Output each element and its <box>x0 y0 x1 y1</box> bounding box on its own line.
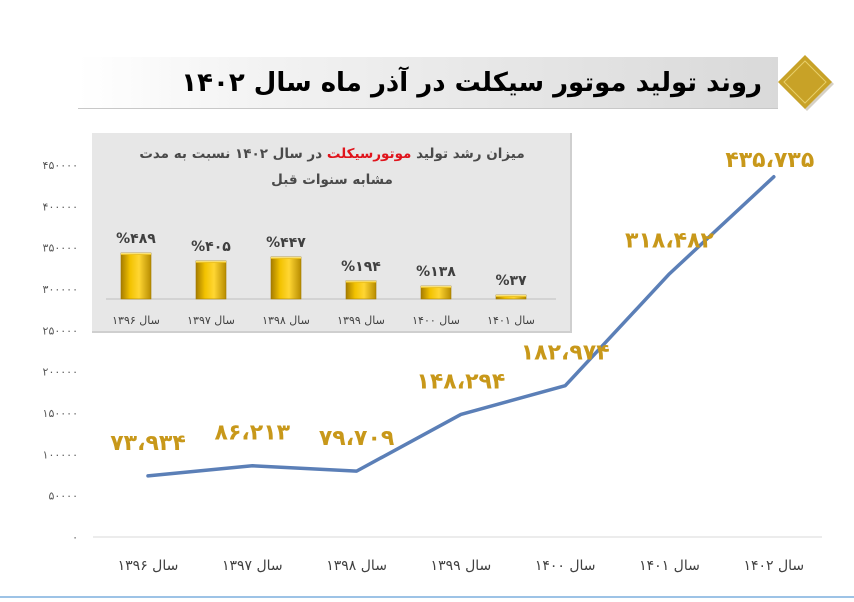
data-label: ۱۴۸،۲۹۴ <box>416 369 505 394</box>
x-tick-label: سال ۱۳۹۷ <box>222 558 283 574</box>
x-tick-label: سال ۱۳۹۸ <box>326 558 387 574</box>
data-label: ۴۳۵،۷۳۵ <box>725 148 814 173</box>
inset-category-label: سال ۱۳۹۹ <box>337 314 385 327</box>
inset-bar-label: %۱۳۸ <box>416 264 456 280</box>
inset-category-label: سال ۱۳۹۶ <box>112 314 160 327</box>
y-tick-label: ۵۰۰۰۰ <box>48 490 78 503</box>
y-tick-label: ۲۵۰۰۰۰ <box>43 324 78 337</box>
inset-title-line2: مشابه سنوات قبل <box>271 172 393 188</box>
data-label: ۷۹،۷۰۹ <box>319 426 395 451</box>
y-axis: ۰ ۵۰۰۰۰ ۱۰۰۰۰۰ ۱۵۰۰۰۰ ۲۰۰۰۰۰ ۲۵۰۰۰۰ ۳۰۰۰۰۰ ۳۵۰۰… <box>43 159 78 544</box>
inset-bar-label: %۳۷ <box>495 273 527 289</box>
inset-bar-group: %۴۸۹ سال ۱۳۹۶ %۴۰۵ سال ۱۳۹۷ %۴۴۷ سال ۱۳۹۸ %۱۹۴… <box>112 231 535 327</box>
x-tick-label: سال ۱۳۹۶ <box>118 558 179 574</box>
inset-bar-label: %۴۴۷ <box>266 235 306 251</box>
inset-bar-highlight <box>271 256 301 259</box>
x-axis: سال ۱۳۹۶ سال ۱۳۹۷ سال ۱۳۹۸ سال ۱۳۹۹ سال ۱۴۰۰… <box>118 558 805 574</box>
inset-bar <box>345 280 377 300</box>
inset-bar-label: %۱۹۴ <box>341 259 381 275</box>
y-tick-label: ۳۵۰۰۰۰ <box>43 242 78 255</box>
data-label: ۸۶،۲۱۳ <box>215 421 291 446</box>
x-tick-label: سال ۱۴۰۰ <box>535 558 596 574</box>
y-tick-label: ۱۵۰۰۰۰ <box>43 407 78 420</box>
inset-bar-highlight <box>421 286 451 289</box>
title-banner <box>78 57 778 109</box>
y-tick-label: ۴۵۰۰۰۰ <box>43 159 78 172</box>
inset-title: میزان رشد تولید موتورسیکلت در سال ۱۴۰۲ ن… <box>102 141 562 193</box>
inset-title-part1: میزان رشد تولید <box>411 146 525 162</box>
y-tick-label: ۴۰۰۰۰۰ <box>43 200 78 213</box>
inset-bar-highlight <box>346 280 376 283</box>
y-tick-label: ۱۰۰۰۰۰ <box>43 448 78 461</box>
x-tick-label: سال ۱۴۰۲ <box>743 558 804 574</box>
data-label: ۳۱۸،۴۸۲ <box>625 229 714 254</box>
inset-bar-highlight <box>121 253 151 255</box>
data-label: ۱۸۲،۹۷۴ <box>521 341 610 366</box>
inset-bar <box>270 256 302 300</box>
inset-category-label: سال ۱۴۰۱ <box>487 314 535 327</box>
inset-category-label: سال ۱۴۰۰ <box>412 314 460 327</box>
growth-inset-chart: میزان رشد تولید موتورسیکلت در سال ۱۴۰۲ ن… <box>92 133 572 333</box>
bottom-rule <box>0 596 854 598</box>
inset-bars: %۴۸۹ سال ۱۳۹۶ %۴۰۵ سال ۱۳۹۷ %۴۴۷ سال ۱۳۹۸ %۱۹۴… <box>106 231 556 327</box>
inset-title-part2: در سال ۱۴۰۲ نسبت به مدت <box>139 146 327 162</box>
inset-title-highlight: موتورسیکلت <box>326 146 412 162</box>
page-title: روند تولید موتور سیکلت در آذر ماه سال ۱۴… <box>181 68 762 98</box>
inset-bar-highlight <box>196 260 226 263</box>
inset-bar <box>120 252 152 300</box>
inset-bar-label: %۴۰۵ <box>191 239 231 255</box>
inset-category-label: سال ۱۳۹۷ <box>187 314 235 327</box>
y-tick-label: ۳۰۰۰۰۰ <box>43 283 78 296</box>
inset-bar-label: %۴۸۹ <box>116 231 156 247</box>
diamond-icon <box>778 55 834 111</box>
y-tick-label: ۲۰۰۰۰۰ <box>43 366 78 379</box>
x-tick-label: سال ۱۴۰۱ <box>639 558 700 574</box>
series-line <box>146 175 776 478</box>
y-tick-label: ۰ <box>72 531 78 544</box>
inset-bar-highlight <box>496 295 526 297</box>
inset-bar <box>195 260 227 300</box>
data-labels: ۷۳،۹۳۴ ۸۶،۲۱۳ ۷۹،۷۰۹ ۱۴۸،۲۹۴ ۱۸۲،۹۷۴ ۳۱۸،۴۸۲ ۴… <box>110 148 814 456</box>
x-tick-label: سال ۱۳۹۹ <box>431 558 492 574</box>
inset-category-label: سال ۱۳۹۸ <box>262 314 310 327</box>
data-label: ۷۳،۹۳۴ <box>110 431 186 456</box>
